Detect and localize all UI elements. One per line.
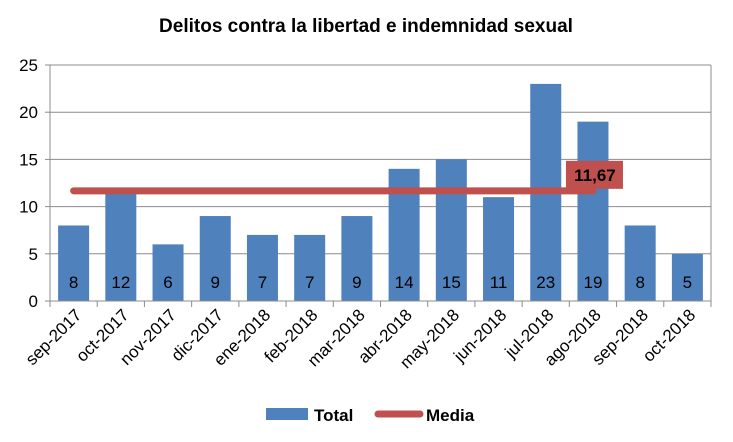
y-tick-label: 0	[29, 292, 38, 311]
bar	[341, 216, 373, 301]
bar-data-label: 11	[490, 273, 508, 292]
x-tick-label: oct-2018	[639, 305, 699, 365]
bar-data-label: 23	[536, 273, 555, 292]
y-tick-label: 25	[19, 56, 38, 75]
bar	[483, 197, 515, 301]
bar-data-label: 5	[683, 273, 692, 292]
bar-data-label: 15	[442, 273, 461, 292]
bar-data-label: 9	[211, 273, 220, 292]
bar-data-label: 8	[69, 273, 78, 292]
mean-label: 11,67	[574, 166, 616, 185]
y-tick-label: 5	[29, 245, 38, 264]
bar-data-label: 12	[111, 273, 130, 292]
chart-title: Delitos contra la libertad e indemnidad …	[159, 16, 573, 37]
y-tick-label: 10	[19, 198, 38, 217]
bar	[246, 234, 278, 301]
legend-label-media: Media	[426, 406, 475, 425]
legend: Total Media	[266, 406, 475, 425]
bar	[577, 121, 609, 301]
bar	[671, 253, 703, 301]
bar-data-label: 7	[258, 273, 267, 292]
bar-data-label: 6	[163, 273, 172, 292]
y-tick-label: 20	[19, 103, 38, 122]
bar	[105, 187, 137, 301]
mean-label-box	[565, 160, 623, 189]
bar	[58, 225, 90, 301]
y-tick-label: 15	[19, 150, 38, 169]
x-axis: sep-2017oct-2017nov-2017dic-2017ene-2018…	[22, 300, 712, 372]
bar	[435, 159, 467, 301]
y-axis: 0 5 10 15 20 25	[19, 56, 712, 311]
bar	[294, 234, 326, 301]
bar	[624, 225, 656, 301]
legend-swatch-total	[266, 408, 308, 420]
bar-data-label: 14	[395, 273, 414, 292]
bars: 8 12 6 9 7 7 9 14 15 11 23 19 8 5	[58, 83, 703, 301]
legend-label-total: Total	[314, 406, 353, 425]
bar	[199, 216, 231, 301]
bar-data-label: 8	[635, 273, 644, 292]
bar-data-label: 7	[305, 273, 314, 292]
x-tick-label: sep-2017	[22, 305, 86, 369]
bar	[152, 244, 184, 301]
mean-line-group: 11,67	[70, 160, 623, 195]
bar-data-label: 9	[352, 273, 361, 292]
bar-data-label: 19	[584, 273, 603, 292]
